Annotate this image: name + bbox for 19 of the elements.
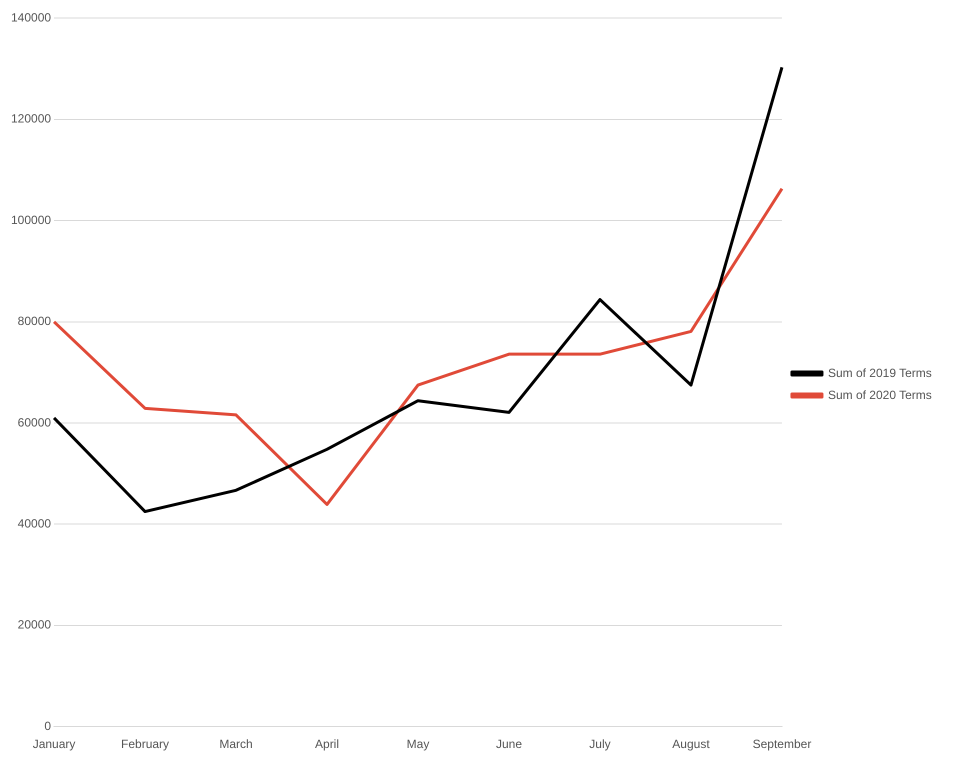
y-tick-label: 80000 [18, 314, 52, 328]
x-tick-label: January [32, 737, 76, 752]
x-tick-label: March [219, 737, 253, 752]
y-tick-label: 40000 [18, 516, 52, 531]
y-tick-label: 60000 [18, 415, 52, 430]
x-tick-label: August [672, 737, 710, 752]
x-tick-label: July [589, 737, 611, 752]
x-tick-label: April [315, 737, 340, 752]
y-tick-label: 100000 [10, 212, 52, 227]
legend-label: Sum of 2019 Terms [828, 366, 932, 380]
x-tick-label: February [121, 737, 170, 752]
y-tick-label: 120000 [10, 112, 52, 126]
x-tick-label: June [496, 737, 522, 752]
x-tick-label: September [752, 737, 812, 752]
legend-label: Sum of 2020 Terms [828, 388, 932, 402]
y-tick-label: 0 [44, 718, 52, 733]
y-tick-label: 20000 [18, 618, 52, 632]
x-tick-label: May [406, 737, 430, 752]
y-tick-label: 140000 [10, 10, 52, 25]
